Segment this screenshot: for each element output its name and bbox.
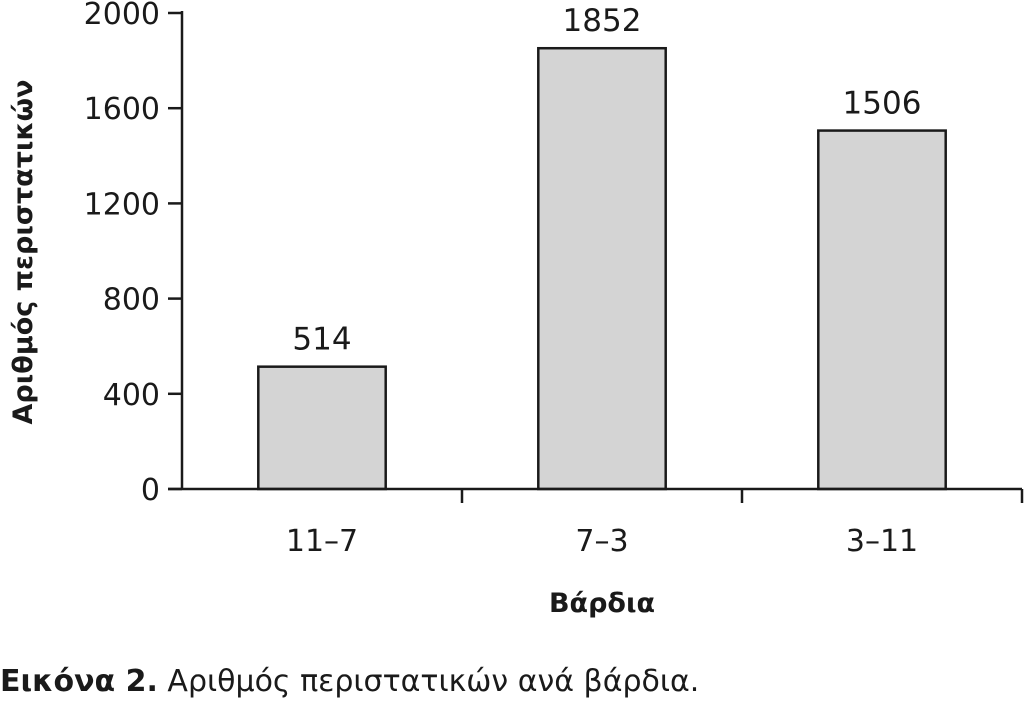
x-tick-label: 3–11 (846, 524, 918, 559)
x-axis-title: Βάρδια (549, 588, 655, 619)
bar-value-label: 514 (292, 322, 351, 358)
figure-caption-label: Εικόνα 2. (0, 664, 158, 699)
bar-value-label: 1506 (843, 86, 922, 122)
y-tick-label: 2000 (84, 0, 160, 32)
bar (257, 365, 387, 491)
figure-caption-text: Αριθμός περιστατικών ανά βάρδια. (167, 664, 700, 699)
bar (537, 46, 667, 491)
x-tick-label: 7–3 (575, 524, 628, 559)
bar-value-label: 1852 (563, 3, 642, 39)
x-axis-ticks: 11–7 7–3 3–11 (286, 489, 1024, 559)
figure-caption: Εικόνα 2. Αριθμός περιστατικών ανά βάρδι… (0, 664, 699, 699)
bar (817, 129, 947, 491)
data-labels: 514 1852 1506 (292, 3, 921, 357)
y-tick-label: 1200 (84, 187, 160, 222)
y-tick-label: 800 (103, 283, 160, 318)
x-tick-label: 11–7 (286, 524, 358, 559)
y-tick-label: 0 (141, 473, 160, 508)
y-tick-label: 400 (103, 378, 160, 413)
y-axis-title: Αριθμός περιστατικών (8, 80, 39, 425)
y-axis-ticks: 0 400 800 1200 1600 2000 (84, 0, 182, 508)
y-tick-label: 1600 (84, 92, 160, 127)
bars (257, 46, 947, 491)
